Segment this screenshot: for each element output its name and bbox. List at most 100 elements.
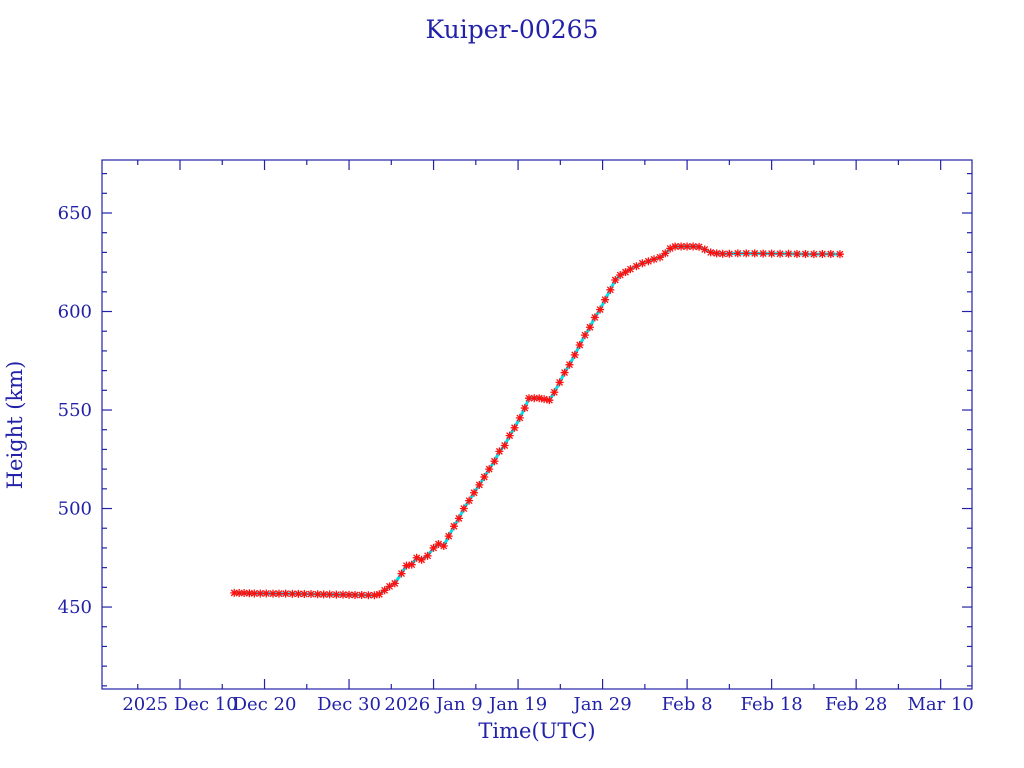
- data-point: [307, 590, 316, 599]
- data-point: [596, 305, 605, 314]
- data-point: [325, 590, 334, 599]
- data-point: [262, 589, 271, 598]
- data-point: [375, 590, 384, 599]
- data-point: [429, 543, 438, 552]
- data-point: [750, 249, 759, 258]
- data-point: [677, 242, 686, 251]
- data-point: [644, 257, 653, 266]
- data-point: [809, 250, 818, 259]
- data-point: [351, 591, 360, 600]
- data-point: [632, 262, 641, 271]
- x-tick-label: Jan 19: [487, 694, 547, 715]
- data-point: [666, 244, 675, 253]
- x-tick-label: 2026 Jan 9: [384, 694, 482, 715]
- x-tick-label: 2025 Dec 10: [122, 694, 237, 715]
- data-point: [412, 553, 421, 562]
- data-point: [485, 465, 494, 474]
- y-tick-label: 600: [58, 302, 92, 323]
- data-point: [725, 249, 734, 258]
- data-point: [470, 488, 479, 497]
- data-point: [256, 589, 265, 598]
- data-point: [434, 539, 443, 548]
- data-point: [784, 249, 793, 258]
- data-point: [616, 271, 625, 280]
- data-point: [700, 245, 709, 254]
- data-point: [459, 504, 468, 513]
- x-axis-label: Time(UTC): [478, 719, 595, 743]
- data-point: [313, 590, 322, 599]
- data-point: [454, 514, 463, 523]
- data-point: [524, 394, 533, 403]
- data-point: [319, 590, 328, 599]
- data-point: [671, 242, 680, 251]
- data-point: [274, 589, 283, 598]
- data-point: [565, 360, 574, 369]
- data-point: [345, 590, 354, 599]
- data-point: [835, 250, 844, 259]
- data-point: [555, 378, 564, 387]
- data-point: [444, 532, 453, 541]
- data-point: [535, 394, 544, 403]
- data-point: [397, 569, 406, 578]
- y-tick-label: 450: [58, 597, 92, 618]
- data-point: [235, 589, 244, 598]
- data-point: [801, 249, 810, 258]
- data-point: [545, 396, 554, 405]
- data-point: [370, 591, 379, 600]
- data-point: [601, 295, 610, 304]
- data-point: [281, 589, 290, 598]
- data-point: [230, 588, 239, 597]
- y-tick-label: 650: [58, 203, 92, 224]
- data-point: [294, 589, 303, 598]
- data-point: [407, 560, 416, 569]
- data-point: [689, 242, 698, 251]
- data-point: [417, 555, 426, 564]
- x-tick-label: Mar 10: [907, 694, 973, 715]
- data-point: [385, 582, 394, 591]
- data-point: [339, 590, 348, 599]
- data-point: [767, 249, 776, 258]
- data-point: [332, 590, 341, 599]
- data-point: [585, 323, 594, 332]
- chart-title: Kuiper-00265: [426, 15, 599, 44]
- x-tick-label: Feb 18: [740, 694, 802, 715]
- data-point: [742, 249, 751, 258]
- data-point: [364, 591, 373, 600]
- data-point: [792, 249, 801, 258]
- data-point: [480, 473, 489, 482]
- data-point: [718, 249, 727, 258]
- data-point: [390, 579, 399, 588]
- x-tick-label: Jan 29: [572, 694, 632, 715]
- data-point: [706, 248, 715, 257]
- data-point: [712, 249, 721, 258]
- data-point: [300, 590, 309, 599]
- data-point: [520, 404, 529, 413]
- data-point: [495, 447, 504, 456]
- data-point: [490, 457, 499, 466]
- x-tick-label: Feb 28: [825, 694, 887, 715]
- data-point: [776, 249, 785, 258]
- data-point: [575, 341, 584, 350]
- data-point: [570, 350, 579, 359]
- data-point: [550, 388, 559, 397]
- data-point: [402, 561, 411, 570]
- data-point: [580, 331, 589, 340]
- data-point: [465, 496, 474, 505]
- data-point: [590, 313, 599, 322]
- x-tick-label: Dec 30: [317, 694, 381, 715]
- y-tick-label: 550: [58, 400, 92, 421]
- data-point: [655, 253, 664, 262]
- data-point: [626, 265, 635, 274]
- y-axis-label: Height (km): [3, 361, 27, 490]
- data-point: [621, 268, 630, 277]
- data-point: [606, 285, 615, 294]
- data-point: [245, 589, 254, 598]
- data-point: [638, 259, 647, 268]
- data-point: [695, 242, 704, 251]
- data-point: [515, 413, 524, 422]
- data-point: [423, 551, 432, 560]
- x-tick-label: Dec 20: [233, 694, 297, 715]
- data-point: [650, 255, 659, 264]
